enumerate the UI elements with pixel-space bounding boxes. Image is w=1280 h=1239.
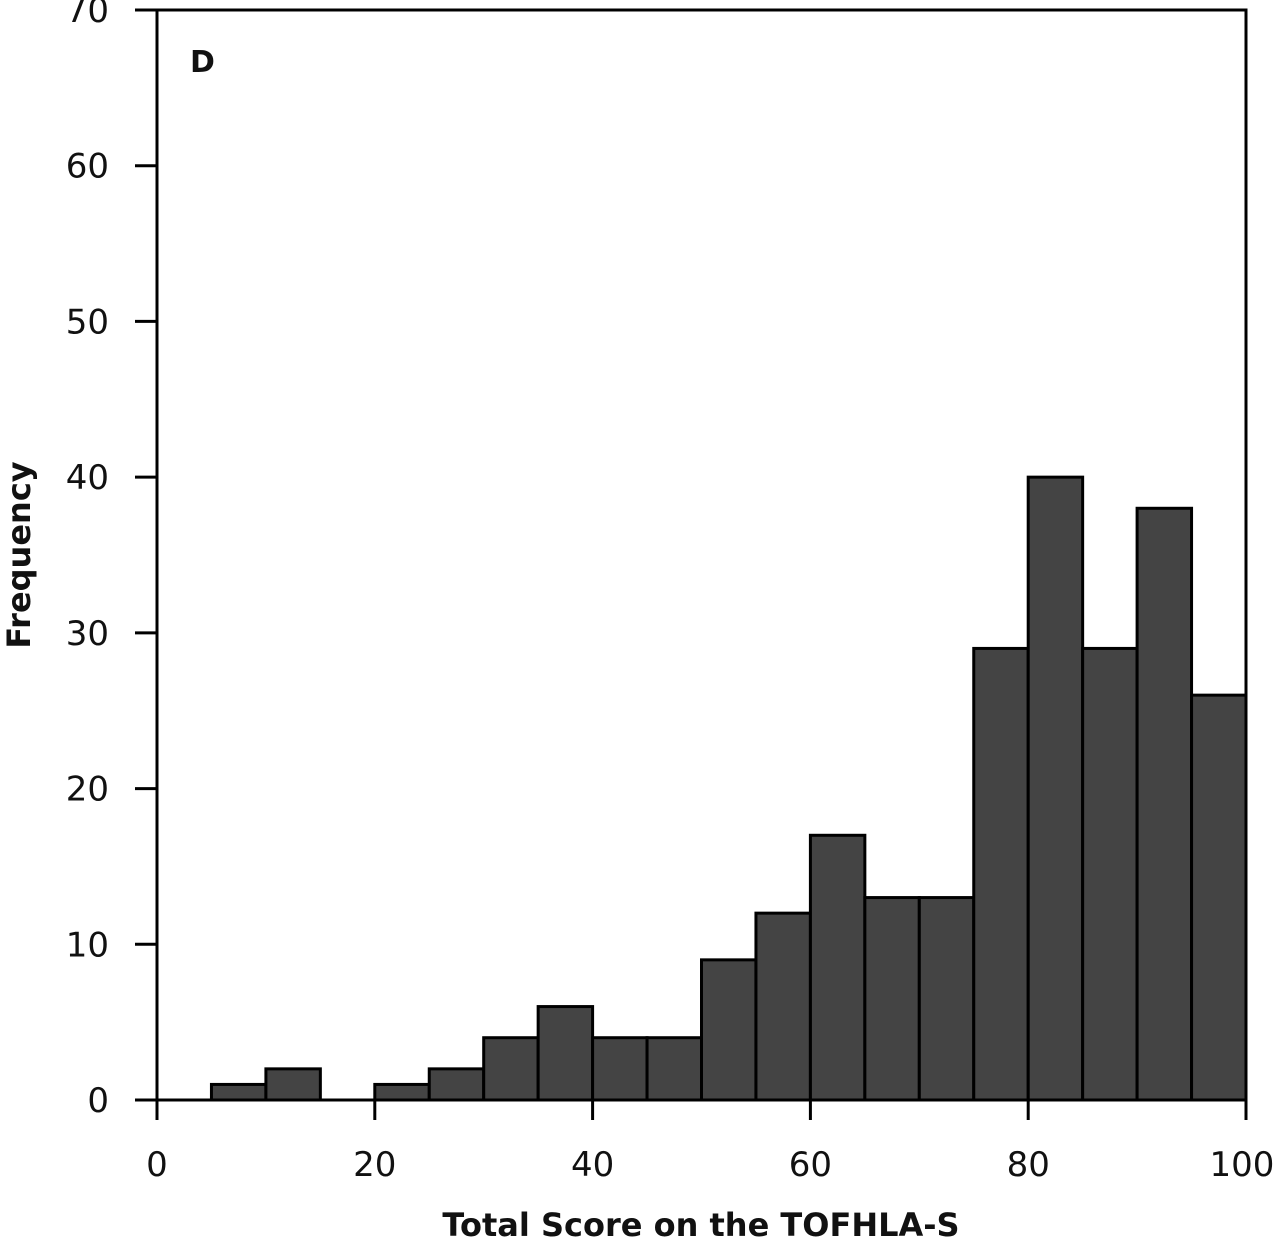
panel-label: D	[190, 45, 215, 80]
histogram-bar-90-95	[1135, 506, 1194, 1102]
x-axis-title: Total Score on the TOFHLA-S	[442, 1206, 959, 1239]
histogram-bar-70-75	[917, 896, 976, 1102]
histogram-bar-35-40	[536, 1005, 595, 1102]
axes-group: 0 10 20 30 40 50 60 70 0 20 40 60 80 100	[66, 0, 1275, 1185]
y-tick-label-20: 20	[66, 770, 109, 810]
histogram-bar-5-10	[209, 1082, 268, 1102]
x-tick-label-100: 100	[1210, 1145, 1275, 1185]
histogram-bar-85-90	[1081, 646, 1139, 1102]
x-tick-label-60: 60	[789, 1145, 832, 1185]
y-tick-label-50: 50	[66, 302, 109, 342]
y-tick-label-30: 30	[66, 614, 109, 654]
plot-frame	[155, 8, 1248, 1102]
x-tick-label-20: 20	[353, 1145, 396, 1185]
y-tick-label-60: 60	[66, 147, 109, 187]
histogram-bar-10-15	[264, 1067, 322, 1102]
bars-group	[209, 475, 1248, 1102]
histogram-bar-75-80	[972, 646, 1030, 1102]
y-tick-label-40: 40	[66, 458, 109, 498]
histogram-bar-30-35	[482, 1036, 540, 1102]
histogram-bar-65-70	[863, 896, 921, 1102]
histogram-bar-80-85	[1026, 475, 1085, 1102]
y-tick-label-10: 10	[66, 925, 109, 965]
histogram-bar-20-25	[373, 1082, 431, 1102]
histogram-bar-25-30	[427, 1067, 486, 1102]
histogram-bar-45-50	[645, 1036, 703, 1102]
histogram-bar-95-100	[1190, 693, 1248, 1102]
histogram-bar-55-60	[754, 911, 812, 1102]
histogram-bar-60-65	[808, 833, 867, 1102]
y-tick-label-70: 70	[66, 0, 109, 31]
x-tick-label-0: 0	[146, 1145, 168, 1185]
histogram-bar-50-55	[700, 958, 758, 1102]
y-tick-label-0: 0	[87, 1081, 109, 1121]
x-tick-label-40: 40	[571, 1145, 614, 1185]
x-tick-label-80: 80	[1007, 1145, 1050, 1185]
y-axis-title: Frequency	[0, 461, 38, 648]
histogram-bar-40-45	[591, 1036, 649, 1102]
